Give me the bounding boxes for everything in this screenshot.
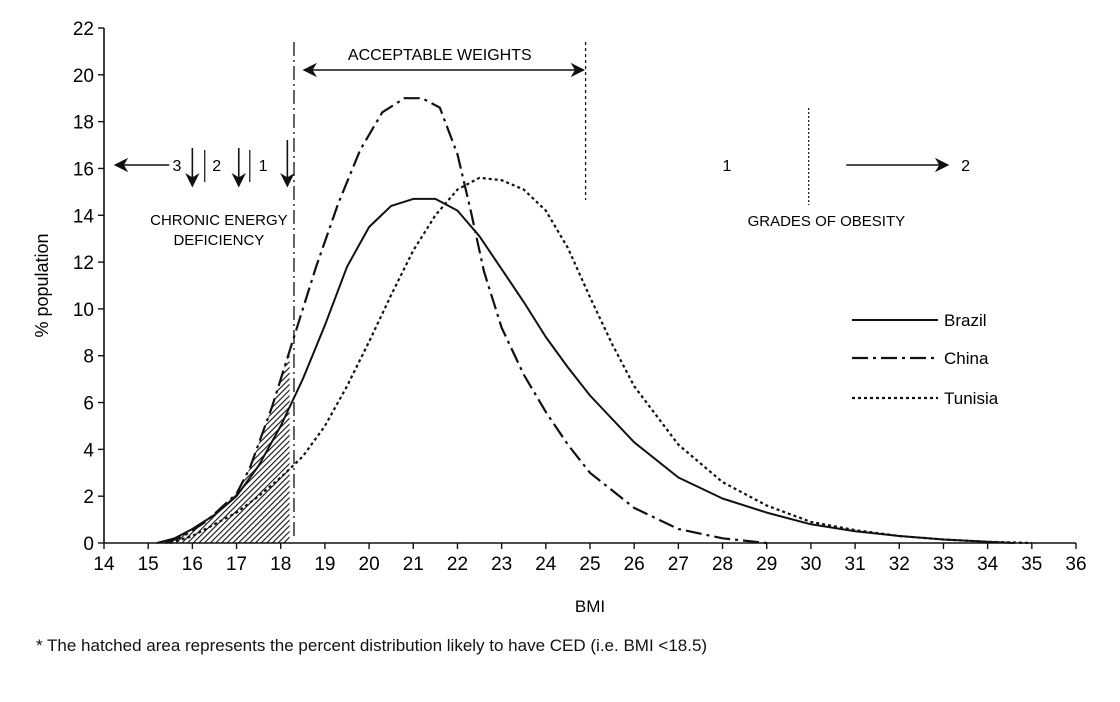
annotations: ACCEPTABLE WEIGHTS CHRONIC ENERGY DEFICI…: [113, 42, 970, 540]
y-axis-label: % population: [32, 233, 52, 337]
ced-grade-1-label: 1: [259, 158, 268, 175]
y-tick-label: 10: [73, 300, 94, 321]
y-tick-label: 14: [73, 206, 95, 227]
y-tick-label: 8: [83, 347, 94, 368]
legend-label-tunisia: Tunisia: [944, 389, 999, 408]
x-tick-label: 14: [93, 554, 115, 575]
legend: Brazil China Tunisia: [852, 311, 999, 408]
y-tick-label: 6: [83, 394, 94, 415]
ced-grade-3-label: 3: [172, 158, 181, 175]
x-tick-label: 16: [182, 554, 203, 575]
x-tick-label: 26: [624, 554, 645, 575]
x-tick-label: 36: [1065, 554, 1086, 575]
series-line-tunisia: [169, 176, 1032, 545]
x-tick-label: 24: [535, 554, 557, 575]
y-tick-label: 12: [73, 253, 94, 274]
footnote: * The hatched area represents the percen…: [36, 636, 708, 655]
y-tick-label: 4: [83, 440, 94, 461]
series-line-china: [165, 97, 767, 545]
y-tick-label: 18: [73, 113, 94, 134]
ced-label-line-1: CHRONIC ENERGY: [150, 212, 288, 229]
obesity-label: GRADES OF OBESITY: [748, 213, 906, 230]
bmi-distribution-chart: 14 15 16 17 18 19 20 21 22 23 24 25 26 27 28 29 30 31 32 33…: [32, 19, 1087, 616]
y-tick-label: 16: [73, 159, 94, 180]
series-line-brazil: [156, 197, 1015, 544]
x-tick-label: 33: [933, 554, 954, 575]
x-tick-label: 18: [270, 554, 291, 575]
x-tick-label: 29: [756, 554, 777, 575]
x-tick-label: 15: [138, 554, 159, 575]
x-tick-label: 23: [491, 554, 512, 575]
x-tick-label: 21: [403, 554, 424, 575]
x-tick-label: 20: [359, 554, 380, 575]
y-tick-label: 20: [73, 66, 94, 87]
hatched-area-region: [157, 351, 290, 543]
x-tick-label: 35: [1021, 554, 1042, 575]
obesity-grade-2-label: 2: [961, 158, 970, 175]
x-tick-label: 25: [579, 554, 600, 575]
y-tick-label: 0: [83, 534, 94, 555]
x-tick-label: 22: [447, 554, 468, 575]
obesity-grade-1-label: 1: [723, 158, 732, 175]
x-axis-label: BMI: [575, 597, 605, 616]
x-tick-label: 34: [977, 554, 999, 575]
x-tick-label: 31: [845, 554, 866, 575]
x-tick-label: 19: [314, 554, 335, 575]
series-lines: [156, 97, 1032, 545]
axes: 14 15 16 17 18 19 20 21 22 23 24 25 26 27 28 29 30 31 32 33…: [73, 19, 1087, 575]
x-tick-label: 32: [889, 554, 910, 575]
x-tick-label: 30: [800, 554, 821, 575]
x-tick-label: 28: [712, 554, 733, 575]
legend-label-china: China: [944, 349, 989, 368]
legend-label-brazil: Brazil: [944, 311, 987, 330]
y-tick-label: 22: [73, 19, 94, 40]
x-tick-label: 27: [668, 554, 689, 575]
y-tick-label: 2: [83, 487, 94, 508]
ced-hatched-area: [157, 351, 290, 543]
x-tick-label: 17: [226, 554, 247, 575]
ced-grade-2-label: 2: [212, 158, 221, 175]
ced-label-line-2: DEFICIENCY: [173, 232, 264, 249]
acceptable-weights-label: ACCEPTABLE WEIGHTS: [348, 47, 532, 64]
